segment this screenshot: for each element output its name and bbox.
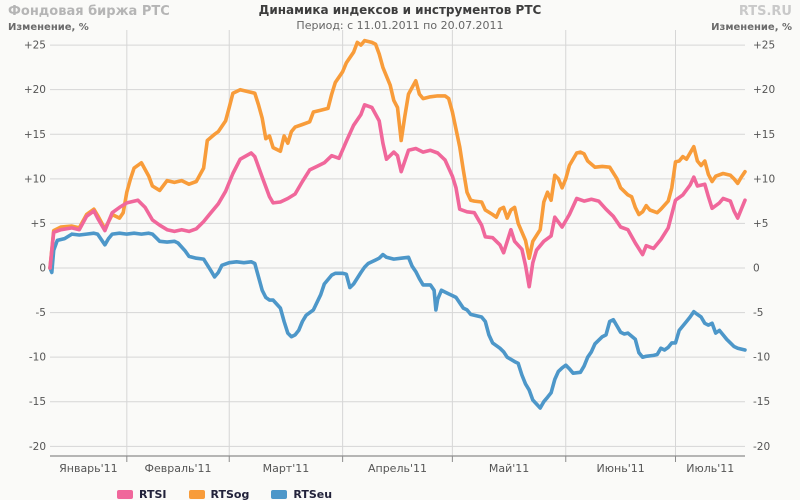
y-tick-label-left: +25 <box>24 40 46 52</box>
y-tick-label-left: +10 <box>24 173 46 185</box>
legend-item-RTSI: RTSI <box>117 488 167 500</box>
x-month-label: Май'11 <box>489 462 529 475</box>
y-tick-label-right: +10 <box>753 173 775 185</box>
y-tick-label-left: 0 <box>39 263 46 275</box>
y-tick-label-left: +20 <box>24 84 46 96</box>
y-tick-label-right: -5 <box>753 307 763 319</box>
y-tick-label-left: -5 <box>36 307 46 319</box>
legend-swatch-RTSI <box>117 490 133 499</box>
legend-item-RTSeu: RTSeu <box>271 488 332 500</box>
x-month-label: Апрель'11 <box>368 462 427 475</box>
y-axis-label-right: Изменение, % <box>711 22 792 33</box>
chart-title: Динамика индексов и инструментов РТС <box>258 3 542 17</box>
series-line-RTSog <box>48 38 747 270</box>
x-month-label: Июль'11 <box>686 462 734 475</box>
x-month-label: Январь'11 <box>59 462 118 475</box>
x-month-label: Март'11 <box>263 462 310 475</box>
legend-label-RTSeu: RTSeu <box>293 488 333 500</box>
y-tick-label-right: 0 <box>753 263 760 275</box>
legend-label-RTSog: RTSog <box>210 488 250 500</box>
y-tick-label-right: -20 <box>753 441 770 453</box>
y-tick-label-right: +5 <box>753 218 768 230</box>
chart-header: Динамика индексов и инструментов РТС Пер… <box>0 3 800 32</box>
y-tick-label-right: +20 <box>753 84 775 96</box>
exchange-brand: Фондовая биржа РТС <box>8 4 170 19</box>
chart-period: Период: с 11.01.2011 по 20.07.2011 <box>296 19 504 32</box>
series-line-RTSeu <box>48 231 747 410</box>
y-tick-label-right: +25 <box>753 40 775 52</box>
legend-swatch-RTSog <box>188 490 205 499</box>
legend-item-RTSog: RTSog <box>188 488 250 500</box>
x-month-label: Февраль'11 <box>145 462 212 475</box>
legend: RTSI RTSog RTSeu <box>117 488 332 500</box>
legend-label-RTSI: RTSI <box>139 488 167 500</box>
legend-swatch-RTSeu <box>271 490 288 499</box>
y-tick-label-right: -15 <box>753 396 770 408</box>
y-tick-label-left: -15 <box>29 396 46 408</box>
y-tick-label-right: +15 <box>753 129 775 141</box>
x-month-label: Июнь'11 <box>597 462 645 475</box>
y-tick-label-left: -10 <box>29 352 46 364</box>
series-line-RTSI <box>48 103 747 289</box>
y-axis-label-left: Изменение, % <box>8 22 89 33</box>
y-tick-label-left: +15 <box>24 129 46 141</box>
site-url: RTS.RU <box>738 4 792 19</box>
y-tick-label-right: -10 <box>753 352 770 364</box>
y-tick-label-left: -20 <box>29 441 46 453</box>
y-tick-label-left: +5 <box>31 218 46 230</box>
